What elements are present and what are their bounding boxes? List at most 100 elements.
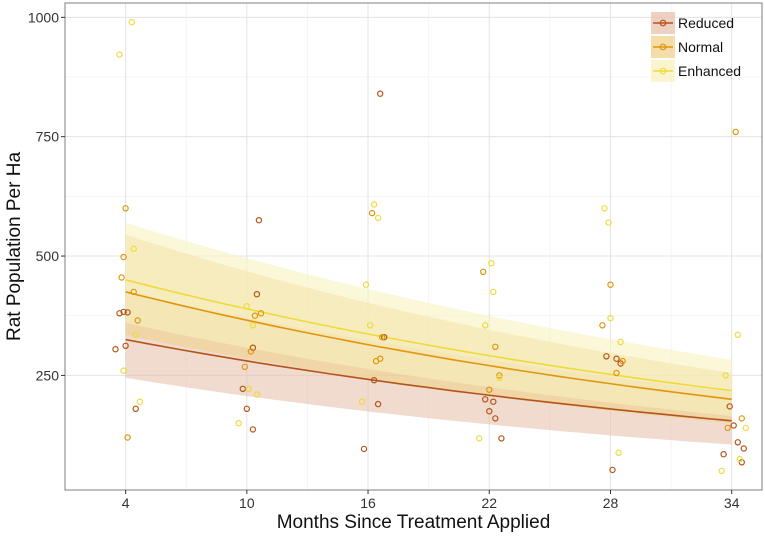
x-tick-label: 16 <box>360 495 376 511</box>
data-point-enhanced <box>132 331 139 338</box>
data-point-reduced <box>613 355 620 362</box>
data-point-enhanced <box>734 331 742 338</box>
data-point-reduced <box>490 398 497 405</box>
data-point-enhanced <box>607 314 614 322</box>
data-point-normal <box>251 312 259 319</box>
data-point-reduced <box>255 216 263 224</box>
data-point-enhanced <box>476 435 483 442</box>
data-point-reduced <box>122 342 129 349</box>
data-point-normal <box>599 322 606 329</box>
data-point-enhanced <box>362 281 370 288</box>
data-point-enhanced <box>120 367 127 374</box>
data-point-normal <box>257 310 265 317</box>
data-point-normal <box>130 288 137 296</box>
data-point-enhanced <box>128 18 135 26</box>
data-point-reduced <box>120 308 127 316</box>
data-point-enhanced <box>601 205 608 212</box>
data-point-enhanced <box>136 398 143 405</box>
data-point-normal <box>486 386 493 393</box>
data-point-reduced <box>482 396 489 403</box>
data-point-enhanced <box>235 420 242 427</box>
data-point-normal <box>122 205 129 212</box>
data-point-reduced <box>374 400 382 408</box>
data-point-enhanced <box>370 201 378 208</box>
data-point-reduced <box>116 310 123 317</box>
data-point-normal <box>368 209 376 217</box>
fit-line-layer <box>125 279 732 422</box>
x-tick-label: 34 <box>724 495 740 511</box>
data-point-normal <box>247 348 255 355</box>
data-point-reduced <box>734 439 742 446</box>
data-point-reduced <box>726 403 733 410</box>
data-point-reduced <box>740 445 748 452</box>
legend-dot-normal <box>659 43 667 51</box>
data-point-enhanced <box>722 372 729 379</box>
data-point-enhanced <box>253 391 261 398</box>
data-point-reduced <box>253 291 261 298</box>
legend-item-enhanced: Enhanced <box>651 60 741 82</box>
data-point-enhanced <box>374 214 382 222</box>
confidence-band-enhanced <box>125 222 732 416</box>
fit-line-normal <box>125 291 732 401</box>
x-tick-label: 10 <box>239 495 255 511</box>
data-point-reduced <box>370 377 378 384</box>
data-point-enhanced <box>605 219 612 226</box>
data-point-layer <box>112 18 750 475</box>
data-point-normal <box>379 334 386 341</box>
data-point-reduced <box>377 90 384 97</box>
x-tick-label: 22 <box>481 495 497 511</box>
legend-label-reduced: Reduced <box>678 15 734 31</box>
data-point-normal <box>492 343 499 350</box>
data-point-enhanced <box>488 260 495 267</box>
data-point-reduced <box>609 466 616 474</box>
data-point-enhanced <box>736 455 744 463</box>
data-point-enhanced <box>130 245 137 253</box>
fit-line-enhanced <box>125 279 732 392</box>
legend-label-enhanced: Enhanced <box>678 63 741 79</box>
data-point-normal <box>134 317 141 324</box>
data-point-reduced <box>498 435 505 442</box>
data-point-normal <box>613 369 620 377</box>
data-point-reduced <box>243 405 250 412</box>
data-point-enhanced <box>490 288 497 296</box>
data-point-reduced <box>132 405 139 412</box>
y-tick-label: 1000 <box>28 9 59 25</box>
data-point-reduced <box>112 346 119 353</box>
legend-dot-enhanced <box>659 67 667 75</box>
data-point-enhanced <box>718 467 725 475</box>
data-point-reduced <box>603 353 610 360</box>
data-point-reduced <box>730 422 737 429</box>
legend-label-normal: Normal <box>678 39 723 55</box>
legend-item-normal: Normal <box>651 36 723 58</box>
data-point-reduced <box>360 445 368 453</box>
data-point-enhanced <box>358 398 366 405</box>
data-point-enhanced <box>116 51 123 58</box>
y-axis-title: Rat Population Per Ha <box>4 152 25 341</box>
data-point-normal <box>120 253 127 261</box>
data-point-normal <box>118 274 125 281</box>
axis-tick-layer: 4 10 16 22 28 34 250 500 750 1000 <box>28 9 740 511</box>
y-tick-label: 500 <box>36 248 60 264</box>
y-tick-label: 250 <box>36 367 60 383</box>
data-point-enhanced <box>366 322 374 329</box>
x-tick-label: 4 <box>122 495 130 511</box>
x-tick-label: 28 <box>603 495 619 511</box>
data-point-enhanced <box>245 385 252 392</box>
legend-dot-reduced <box>659 19 667 27</box>
data-point-enhanced <box>742 424 750 432</box>
legend: Reduced Normal Enhanced <box>651 12 741 82</box>
data-point-normal <box>496 372 503 379</box>
data-point-enhanced <box>243 303 250 310</box>
data-point-normal <box>607 281 614 288</box>
legend-item-reduced: Reduced <box>651 12 734 34</box>
data-point-enhanced <box>249 322 257 329</box>
data-point-enhanced <box>615 449 622 456</box>
data-point-reduced <box>720 451 727 458</box>
data-point-enhanced <box>496 374 503 381</box>
data-point-normal <box>124 434 131 441</box>
data-point-normal <box>724 424 731 432</box>
data-point-reduced <box>249 426 257 433</box>
data-point-reduced <box>486 408 493 415</box>
data-point-reduced <box>381 334 388 341</box>
